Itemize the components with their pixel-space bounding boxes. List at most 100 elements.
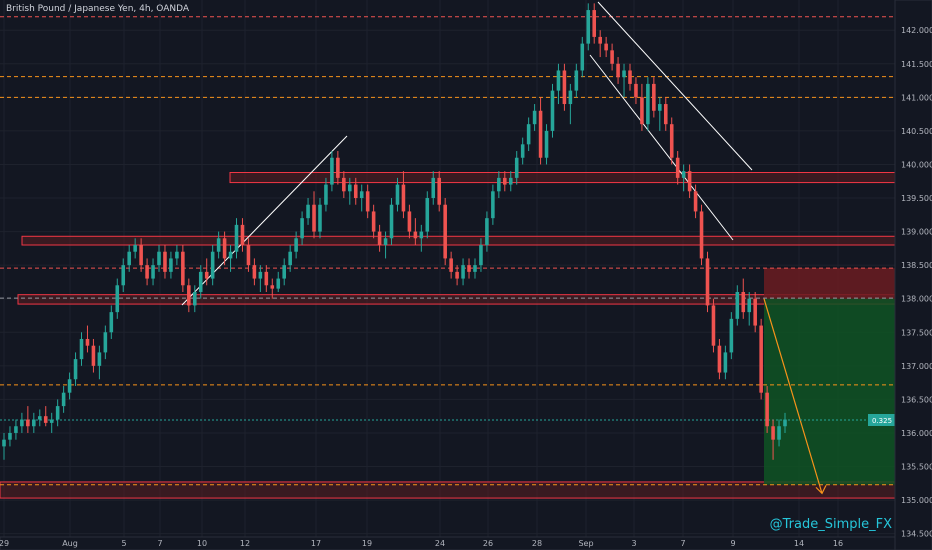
candle-body — [377, 231, 382, 246]
candle-body — [455, 271, 459, 279]
candle-body — [97, 352, 102, 366]
candle-body — [2, 439, 6, 447]
candle-body — [300, 218, 304, 239]
candle-body — [711, 305, 716, 346]
candle-body — [49, 419, 54, 423]
candle-body — [276, 278, 281, 289]
candle-body — [705, 258, 710, 306]
candle-body — [663, 104, 668, 125]
candle-body — [735, 291, 740, 319]
time-tick-label: 17 — [311, 539, 321, 548]
candle-body — [634, 83, 638, 98]
candle-body — [181, 251, 185, 286]
candle-body — [652, 83, 656, 111]
candle-body — [204, 271, 209, 279]
candle-body — [437, 177, 442, 205]
time-tick-label: 7 — [157, 539, 162, 548]
projection-arrow-head — [815, 485, 827, 495]
candle-body — [520, 144, 525, 158]
candle-body — [538, 110, 543, 158]
candle-body — [359, 191, 364, 199]
position-tool[interactable] — [763, 268, 895, 495]
zone-138.0 — [17, 294, 896, 305]
candle-body — [717, 345, 722, 373]
time-tick-label: 24 — [435, 539, 445, 548]
candle-body — [628, 70, 632, 84]
price-tick-label: 135.000 — [901, 496, 932, 505]
price-tick-label: 139.000 — [901, 228, 932, 237]
candle-body — [318, 204, 322, 232]
candle-body — [37, 416, 42, 420]
trendlines[interactable] — [181, 1, 753, 306]
candle-body — [67, 379, 72, 393]
candle-body — [693, 191, 698, 212]
time-tick-label: 5 — [121, 539, 126, 548]
candle-body — [395, 184, 400, 205]
trendline[interactable] — [597, 1, 753, 171]
resistance-zone-139.8 — [229, 172, 896, 184]
candle-body — [8, 432, 12, 440]
candle-body — [55, 406, 60, 420]
candle-body — [514, 157, 519, 178]
candle-body — [497, 177, 501, 192]
candle-body — [288, 251, 292, 266]
candle-body — [109, 312, 114, 333]
candle-body — [729, 318, 734, 353]
candle-body — [508, 177, 513, 185]
current-price-delta: 0.325 — [872, 417, 892, 425]
time-tick-label: 28 — [532, 539, 542, 548]
take-profit-zone[interactable] — [764, 298, 895, 485]
candle-body — [26, 419, 30, 427]
candle-body — [765, 392, 769, 427]
candle-body — [222, 238, 227, 259]
price-tick-label: 135.500 — [901, 463, 932, 472]
time-tick-label: Sep — [578, 539, 593, 548]
candle-body — [586, 10, 591, 44]
candle-body — [610, 50, 614, 64]
candle-body — [324, 184, 328, 205]
trendline[interactable] — [589, 54, 734, 241]
candle-body — [443, 204, 447, 259]
candle-body — [699, 211, 704, 259]
candle-body — [407, 211, 412, 232]
chart-title: British Pound / Japanese Yen, 4h, OANDA — [6, 4, 190, 14]
candle-body — [187, 285, 191, 306]
price-tick-label: 141.000 — [901, 93, 932, 102]
candle-body — [115, 285, 120, 313]
candle-body — [306, 204, 310, 219]
candle-body — [282, 265, 286, 279]
candle-body — [675, 157, 680, 178]
price-axis[interactable]: 142.000 141.500 141.000 140.500 140.000 139.5… — [894, 0, 932, 550]
candle-body — [32, 419, 36, 427]
time-axis[interactable]: 29 Aug 5 7 10 12 17 19 24 26 28 Sep 3 7 9 14 16 — [0, 536, 896, 550]
candle-body — [371, 211, 376, 232]
candle-body — [616, 63, 620, 78]
candle-body — [139, 245, 143, 266]
candle-body — [413, 231, 418, 239]
candle-body — [330, 157, 334, 185]
candle-body — [646, 83, 650, 125]
price-tick-label: 141.500 — [901, 60, 932, 69]
candle-body — [681, 171, 686, 178]
candle-body — [240, 224, 245, 246]
time-tick-label: 3 — [631, 539, 636, 548]
candle-body — [723, 352, 728, 373]
candle-body — [658, 104, 662, 111]
time-tick-label: Aug — [62, 539, 78, 548]
price-tick-label: 139.500 — [901, 194, 932, 203]
candle-body — [485, 218, 489, 246]
candle-body — [550, 90, 555, 131]
candle-body — [270, 285, 275, 289]
trendline[interactable] — [181, 135, 348, 306]
candle-body — [759, 325, 763, 393]
candle-body — [467, 265, 471, 272]
candle-body — [687, 171, 692, 192]
candle-body — [258, 271, 263, 279]
time-tick-label: 16 — [833, 539, 843, 548]
stop-loss-zone[interactable] — [764, 268, 895, 299]
candle-body — [294, 238, 298, 252]
candle-body — [783, 419, 787, 427]
candle-body — [604, 43, 608, 51]
candle-body — [598, 36, 602, 44]
